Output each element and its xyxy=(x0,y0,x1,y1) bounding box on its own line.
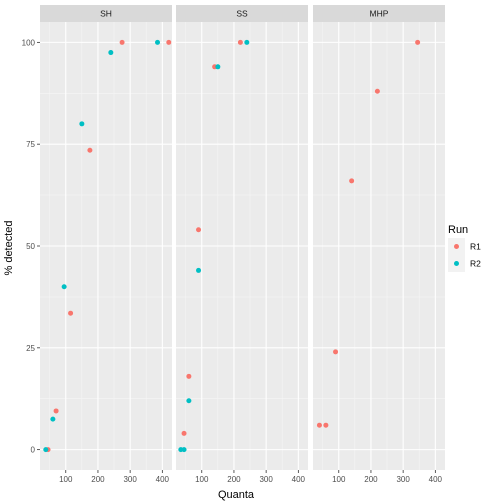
data-point-r2 xyxy=(43,447,49,453)
strip-background xyxy=(176,5,308,22)
legend-key-r2 xyxy=(454,261,459,266)
data-point-r1 xyxy=(181,430,187,436)
legend-label: R1 xyxy=(470,242,481,252)
data-point-r2 xyxy=(50,416,56,422)
data-point-r2 xyxy=(79,121,85,127)
legend-title: Run xyxy=(448,224,468,236)
x-tick-label: 300 xyxy=(123,475,137,484)
x-tick-label: 400 xyxy=(429,475,443,484)
legend: Run R1 R2 xyxy=(448,224,481,272)
panel-ss: SS 100 200 300 400 xyxy=(176,5,308,484)
strip-label: SS xyxy=(236,9,248,19)
data-point-r1 xyxy=(349,178,355,184)
x-tick-label: 300 xyxy=(259,475,273,484)
data-point-r2 xyxy=(186,398,192,404)
x-tick-label: 100 xyxy=(332,475,346,484)
x-tick-label: 400 xyxy=(292,475,306,484)
y-tick-label: 100 xyxy=(22,38,36,47)
strip-label: MHP xyxy=(370,9,389,19)
data-point-r2 xyxy=(244,39,250,45)
data-point-r1 xyxy=(323,422,329,428)
data-point-r1 xyxy=(333,349,339,355)
panel-mhp: MHP 100 200 300 400 xyxy=(313,5,445,484)
x-tick-label: 300 xyxy=(396,475,410,484)
panel-sh: SH 100 200 300 400 xyxy=(40,5,172,484)
y-tick-label: 50 xyxy=(26,242,35,251)
panels: SH 100 200 300 400 SS 100 200 300 400 MHP 100 200 300… xyxy=(40,5,445,484)
data-point-r1 xyxy=(186,373,192,379)
data-point-r2 xyxy=(61,284,67,290)
data-point-r1 xyxy=(415,39,421,45)
x-tick-label: 200 xyxy=(227,475,241,484)
data-point-r1 xyxy=(68,310,74,316)
data-point-r1 xyxy=(374,88,380,94)
data-point-r1 xyxy=(87,147,93,153)
legend-label: R2 xyxy=(470,259,481,269)
strip-background xyxy=(40,5,172,22)
data-point-r2 xyxy=(196,267,202,273)
data-point-r2 xyxy=(155,39,161,45)
data-point-r1 xyxy=(166,39,172,45)
x-axis-title: Quanta xyxy=(218,489,255,501)
data-point-r1 xyxy=(196,227,202,233)
data-point-r2 xyxy=(108,50,114,56)
x-tick-label: 100 xyxy=(59,475,73,484)
data-point-r1 xyxy=(53,408,59,414)
data-point-r1 xyxy=(119,39,125,45)
data-point-r2 xyxy=(181,447,187,453)
data-point-r2 xyxy=(215,64,221,70)
y-tick-label: 0 xyxy=(31,446,36,455)
strip-background xyxy=(313,5,445,22)
y-axis: 0 25 50 75 100 xyxy=(22,38,40,455)
x-tick-label: 100 xyxy=(195,475,209,484)
strip-label: SH xyxy=(100,9,112,19)
x-tick-label: 200 xyxy=(91,475,105,484)
y-axis-title: % detected xyxy=(3,220,15,275)
data-point-r1 xyxy=(316,422,322,428)
x-tick-label: 200 xyxy=(364,475,378,484)
legend-key-r1 xyxy=(454,244,459,249)
y-tick-label: 75 xyxy=(26,140,35,149)
y-tick-label: 25 xyxy=(26,344,35,353)
x-tick-label: 400 xyxy=(156,475,170,484)
data-point-r1 xyxy=(237,39,243,45)
